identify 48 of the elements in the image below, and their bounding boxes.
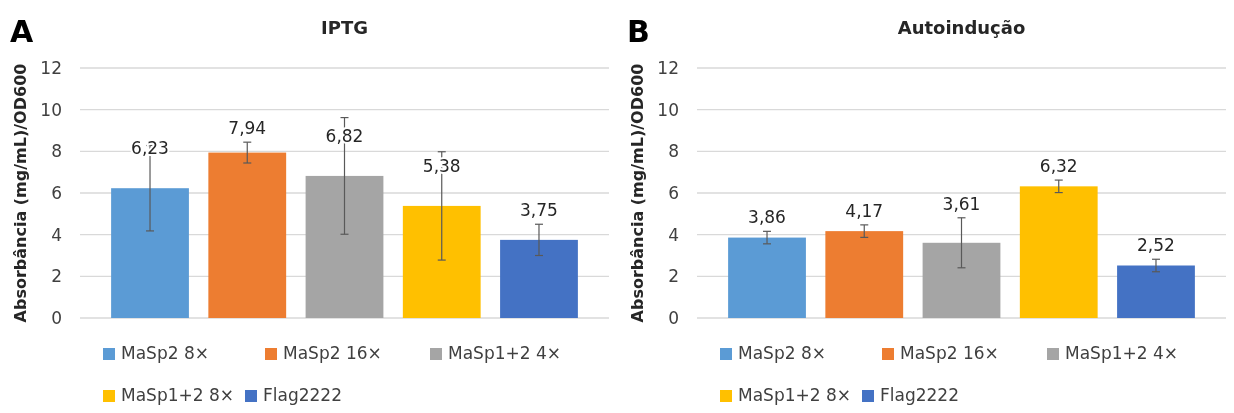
legend-label: MaSp1+2 4× [1065, 343, 1179, 363]
chart-title: IPTG [321, 17, 368, 38]
legend-label: MaSp2 8× [738, 343, 826, 363]
bar [1117, 265, 1195, 318]
bar [500, 239, 578, 318]
legend-label: Flag2222 [263, 385, 342, 405]
y-tick-label: 0 [51, 307, 62, 328]
bar [1019, 186, 1098, 318]
y-tick-label: 10 [40, 99, 62, 120]
bar [402, 205, 481, 318]
data-label: 7,94 [228, 118, 267, 139]
y-axis-title: Absorbância (mg/mL)/OD600 [628, 63, 647, 323]
y-tick-label: 8 [668, 141, 679, 162]
y-tick-label: 12 [657, 57, 679, 78]
bar [922, 242, 1001, 318]
y-tick-label: 2 [51, 266, 62, 287]
data-label: 3,61 [942, 193, 981, 214]
legend-label: MaSp1+2 4× [448, 343, 562, 363]
bar [825, 231, 904, 318]
text: B [627, 14, 650, 49]
legend-label: MaSp2 16× [900, 343, 999, 363]
legend-label: MaSp1+2 8× [121, 385, 235, 405]
y-axis-title: Absorbância (mg/mL)/OD600 [11, 63, 30, 323]
data-label: 6,32 [1039, 156, 1078, 177]
bar [111, 188, 189, 318]
y-tick-label: 4 [668, 224, 679, 245]
y-tick-label: 6 [51, 182, 62, 203]
legend-label: MaSp2 8× [121, 343, 209, 363]
legend-label: MaSp1+2 8× [738, 385, 852, 405]
y-tick-label: 4 [51, 224, 62, 245]
y-tick-label: 2 [668, 266, 679, 287]
data-label: 2,52 [1137, 235, 1175, 256]
legend-label: Flag2222 [880, 385, 959, 405]
legend-label: MaSp2 16× [283, 343, 382, 363]
y-tick-label: 10 [657, 99, 679, 120]
bar [305, 175, 384, 318]
bar [728, 237, 806, 318]
y-tick-label: 8 [51, 141, 62, 162]
data-label: 6,23 [131, 138, 169, 159]
chart-title: Autoindução [897, 17, 1026, 38]
y-tick-label: 12 [40, 57, 62, 78]
text: A [10, 14, 34, 49]
data-label: 3,75 [520, 200, 558, 221]
bar [208, 152, 287, 318]
y-tick-label: 0 [668, 307, 679, 328]
data-label: 3,86 [748, 207, 786, 228]
data-label: 4,17 [845, 200, 884, 221]
y-tick-label: 6 [668, 182, 679, 203]
